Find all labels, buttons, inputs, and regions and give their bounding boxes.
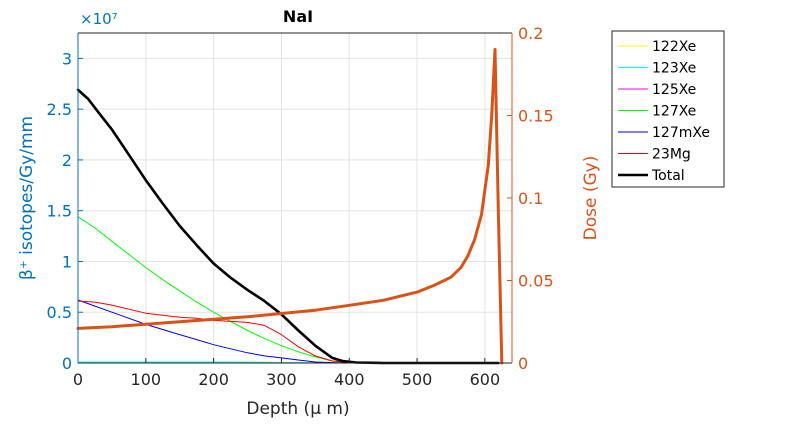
left-axis-label: β⁺ isotopes/Gy/mm: [17, 116, 37, 280]
right-axis-label: Dose (Gy): [581, 156, 601, 241]
left-tick-label: 2: [62, 151, 72, 170]
x-axis-label: Depth (μ m): [246, 399, 349, 419]
legend-label: 125Xe: [652, 82, 696, 98]
x-tick-label: 300: [266, 370, 297, 389]
axes: [77, 32, 513, 364]
legend-label: 127Xe: [652, 104, 696, 120]
legend-box: [611, 30, 725, 188]
left-tick-label: 0: [62, 354, 72, 373]
chart-title: NaI: [283, 7, 313, 26]
left-tick-label: 0.5: [47, 303, 72, 322]
left-tick-label: 2.5: [47, 100, 72, 119]
tick-labels: 0 100 200 300 400 500 600 0 0.5 1 1.5 2 2.5 3 0 0.05 0.1…: [47, 24, 554, 389]
x-tick-label: 400: [334, 370, 365, 389]
legend-label: 122Xe: [652, 39, 696, 55]
x-tick-label: 0: [73, 370, 83, 389]
left-tick-label: 3: [62, 49, 72, 68]
right-tick-label: 0.15: [518, 107, 554, 126]
x-tick-label: 100: [131, 370, 162, 389]
legend: 122Xe 123Xe 125Xe 127Xe 127mXe 23Mg Total: [611, 30, 725, 188]
right-tick-label: 0.2: [518, 24, 543, 43]
x-tick-label: 600: [470, 370, 501, 389]
series-line-dose: [76, 48, 504, 365]
legend-label: 23Mg: [652, 147, 691, 163]
right-tick-label: 0.1: [518, 189, 543, 208]
right-tick-label: 0: [518, 354, 528, 373]
right-tick-label: 0.05: [518, 272, 554, 291]
x-tick-label: 200: [198, 370, 229, 389]
legend-label: 127mXe: [652, 125, 710, 141]
left-axis-exponent: ×10⁷: [80, 10, 118, 28]
legend-label: Total: [651, 168, 685, 184]
left-tick-label: 1: [62, 252, 72, 271]
x-tick-label: 500: [402, 370, 433, 389]
legend-label: 123Xe: [652, 61, 696, 77]
left-tick-label: 1.5: [47, 202, 72, 221]
